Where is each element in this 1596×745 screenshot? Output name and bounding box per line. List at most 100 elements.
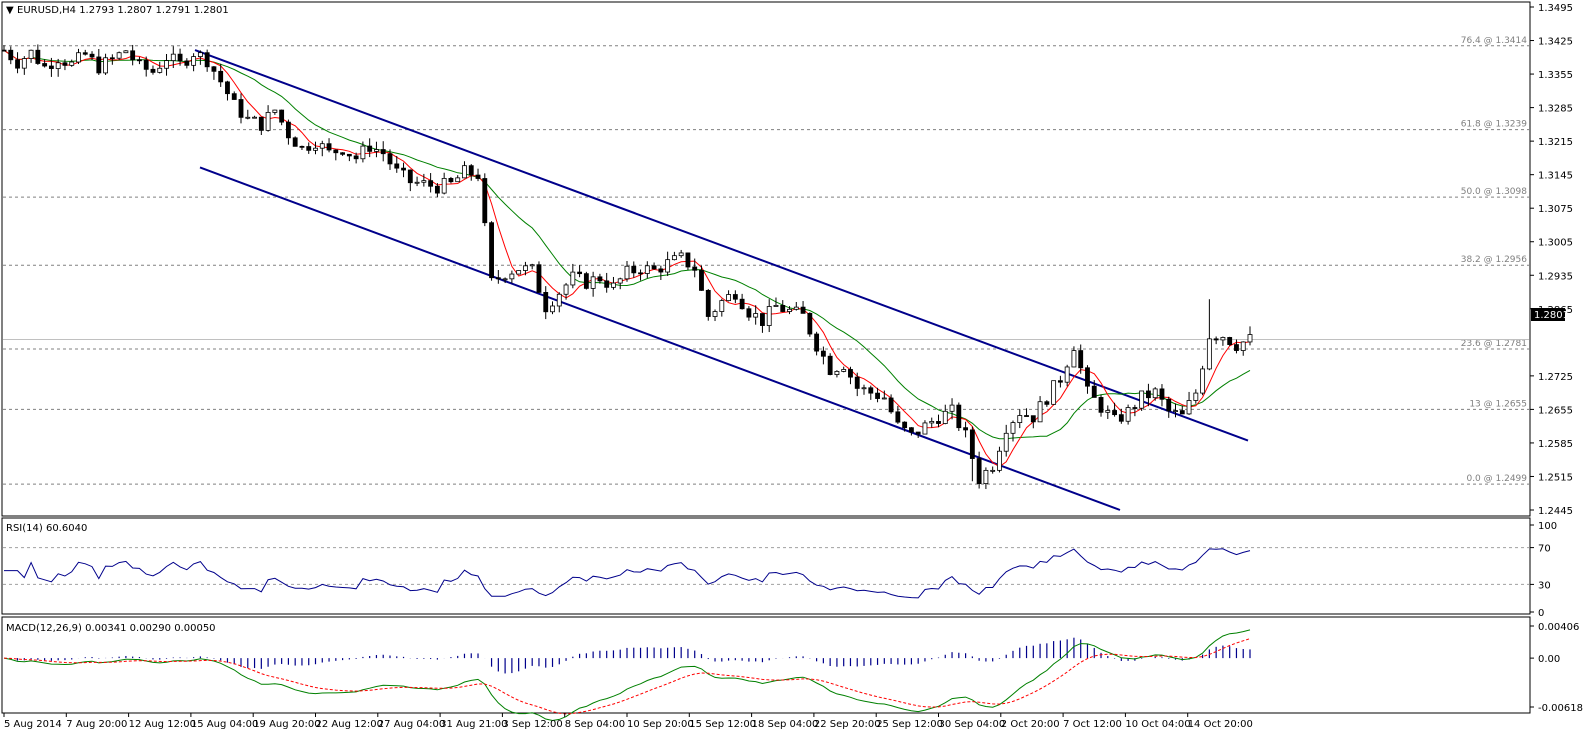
- candle-body[interactable]: [448, 177, 454, 183]
- candle-body[interactable]: [658, 268, 664, 273]
- candle-body[interactable]: [157, 67, 163, 73]
- candle-body[interactable]: [360, 145, 366, 160]
- candle-body[interactable]: [62, 62, 68, 66]
- candle-body[interactable]: [814, 333, 820, 352]
- rsi-panel[interactable]: [1, 517, 1531, 615]
- candle-body[interactable]: [651, 265, 657, 270]
- macd-signal-line[interactable]: [3, 638, 1251, 715]
- candle-body[interactable]: [225, 81, 230, 95]
- candle-body[interactable]: [306, 146, 312, 151]
- candle-body[interactable]: [665, 259, 671, 273]
- candle-body[interactable]: [875, 392, 880, 399]
- candle-body[interactable]: [963, 427, 969, 431]
- candle-body[interactable]: [89, 53, 95, 58]
- candle-body[interactable]: [103, 57, 108, 74]
- candle-body[interactable]: [644, 265, 650, 274]
- candle-body[interactable]: [516, 270, 522, 275]
- candle-body[interactable]: [624, 265, 630, 280]
- candle-body[interactable]: [1030, 415, 1036, 423]
- candle-body[interactable]: [902, 421, 908, 429]
- candle-body[interactable]: [881, 397, 887, 400]
- candle-body[interactable]: [590, 276, 596, 289]
- candle-body[interactable]: [895, 411, 901, 423]
- candle-body[interactable]: [848, 369, 853, 378]
- candle-body[interactable]: [990, 469, 996, 472]
- candle-body[interactable]: [732, 294, 738, 300]
- candle-body[interactable]: [428, 180, 434, 187]
- candle-body[interactable]: [956, 404, 962, 429]
- channel-upper-line[interactable]: [194, 49, 1249, 442]
- candle-body[interactable]: [191, 56, 197, 66]
- candle-body[interactable]: [1118, 414, 1124, 422]
- candle-body[interactable]: [82, 52, 88, 55]
- candle-body[interactable]: [699, 269, 704, 291]
- candle-body[interactable]: [787, 308, 792, 312]
- candle-body[interactable]: [292, 137, 298, 147]
- candle-body[interactable]: [523, 265, 528, 271]
- candle-body[interactable]: [1186, 400, 1192, 415]
- candle-body[interactable]: [692, 266, 698, 271]
- candle-body[interactable]: [69, 61, 75, 66]
- candle-body[interactable]: [1, 49, 7, 52]
- candle-body[interactable]: [21, 58, 27, 69]
- candle-body[interactable]: [421, 180, 427, 183]
- candle-body[interactable]: [1010, 422, 1016, 434]
- candle-body[interactable]: [685, 252, 691, 268]
- candle-body[interactable]: [1200, 368, 1206, 394]
- candle-body[interactable]: [1132, 407, 1138, 409]
- candle-body[interactable]: [726, 294, 731, 302]
- candle-body[interactable]: [231, 93, 237, 100]
- candle-body[interactable]: [1125, 407, 1131, 422]
- candle-body[interactable]: [55, 62, 61, 69]
- candle-body[interactable]: [346, 153, 352, 157]
- candle-body[interactable]: [773, 304, 779, 307]
- candle-body[interactable]: [969, 429, 975, 459]
- candle-body[interactable]: [197, 52, 203, 58]
- candle-body[interactable]: [387, 153, 393, 165]
- candle-body[interactable]: [1227, 337, 1233, 345]
- candle-body[interactable]: [462, 165, 467, 179]
- candle-body[interactable]: [936, 421, 941, 424]
- candle-body[interactable]: [929, 421, 935, 424]
- macd-panel[interactable]: [1, 616, 1531, 714]
- candle-body[interactable]: [1112, 410, 1117, 416]
- candle-body[interactable]: [807, 312, 813, 335]
- candle-body[interactable]: [597, 276, 603, 282]
- candle-body[interactable]: [868, 387, 874, 394]
- candle-body[interactable]: [1017, 415, 1023, 424]
- candle-body[interactable]: [820, 350, 826, 357]
- candle-body[interactable]: [137, 59, 142, 62]
- candle-body[interactable]: [313, 147, 318, 151]
- candle-body[interactable]: [401, 167, 406, 171]
- candle-body[interactable]: [1085, 367, 1090, 387]
- candle-body[interactable]: [1159, 388, 1165, 400]
- candle-body[interactable]: [617, 278, 623, 284]
- candle-body[interactable]: [394, 163, 400, 169]
- candle-body[interactable]: [536, 264, 542, 293]
- candle-body[interactable]: [705, 289, 711, 317]
- candle-body[interactable]: [245, 116, 251, 119]
- candle-body[interactable]: [164, 60, 169, 69]
- candle-body[interactable]: [367, 145, 373, 152]
- candle-body[interactable]: [42, 63, 48, 67]
- candle-body[interactable]: [529, 264, 535, 267]
- candle-body[interactable]: [1064, 366, 1070, 383]
- candle-body[interactable]: [739, 298, 745, 310]
- candle-body[interactable]: [976, 458, 982, 485]
- candle-body[interactable]: [414, 181, 420, 184]
- candle-body[interactable]: [258, 116, 264, 131]
- candle-body[interactable]: [116, 52, 122, 59]
- candle-body[interactable]: [1071, 350, 1077, 368]
- candle-body[interactable]: [1146, 390, 1151, 399]
- candle-body[interactable]: [143, 59, 149, 70]
- candle-body[interactable]: [1105, 410, 1111, 413]
- candle-body[interactable]: [1057, 380, 1063, 383]
- candle-body[interactable]: [150, 68, 156, 73]
- candle-body[interactable]: [1024, 415, 1029, 417]
- candle-body[interactable]: [800, 306, 806, 314]
- candle-body[interactable]: [374, 149, 379, 152]
- candle-body[interactable]: [1234, 344, 1239, 351]
- candle-body[interactable]: [854, 376, 860, 389]
- candle-body[interactable]: [489, 222, 494, 279]
- candle-body[interactable]: [1240, 341, 1246, 351]
